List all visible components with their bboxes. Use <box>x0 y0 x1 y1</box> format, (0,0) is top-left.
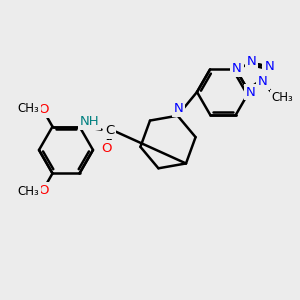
Text: CH₃: CH₃ <box>272 92 293 104</box>
Text: O: O <box>38 184 49 197</box>
Text: N: N <box>174 102 184 115</box>
Text: N: N <box>258 75 268 88</box>
Text: N: N <box>264 60 274 73</box>
Text: N: N <box>247 55 256 68</box>
Text: N: N <box>246 85 256 98</box>
Text: O: O <box>38 103 49 116</box>
Text: NH: NH <box>80 115 99 128</box>
Text: C: C <box>105 124 114 137</box>
Text: O: O <box>101 142 112 155</box>
Text: N: N <box>232 62 242 75</box>
Text: CH₃: CH₃ <box>18 102 39 115</box>
Text: CH₃: CH₃ <box>18 185 39 198</box>
